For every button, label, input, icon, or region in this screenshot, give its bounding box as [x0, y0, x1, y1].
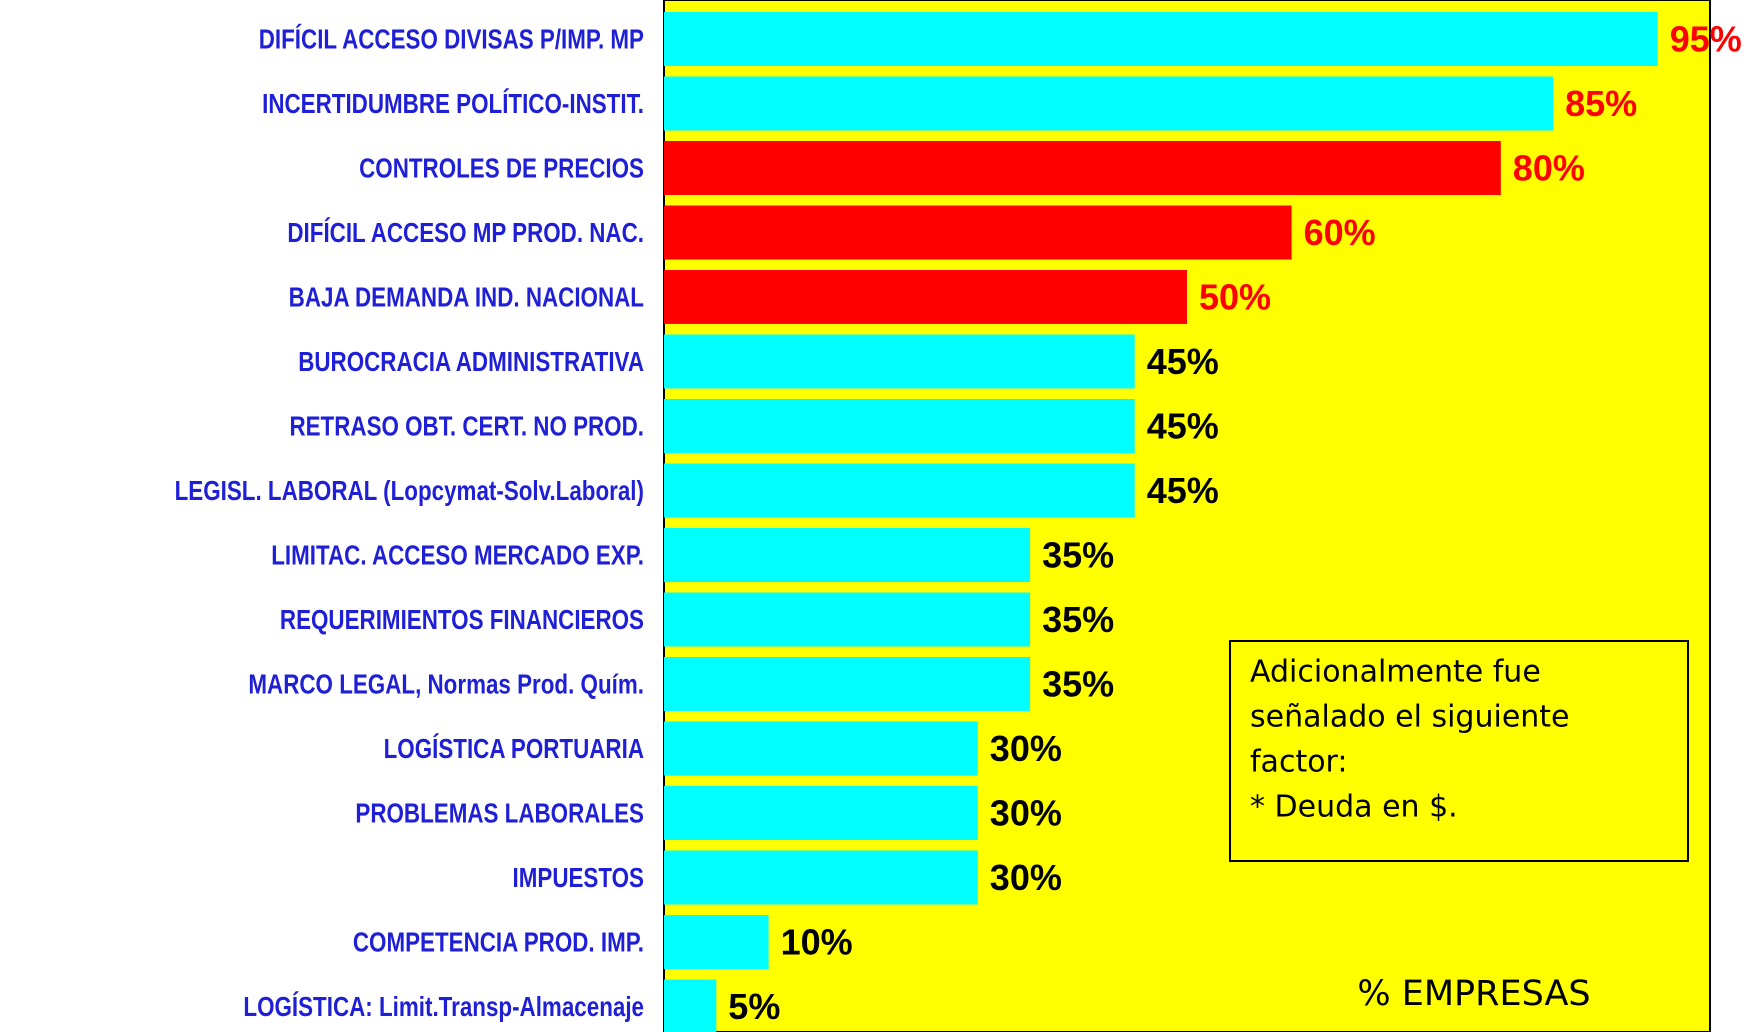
category-label: BAJA DEMANDA IND. NACIONAL	[289, 282, 644, 313]
value-label: 10%	[781, 922, 853, 963]
annotation-line: factor:	[1250, 745, 1347, 780]
bar	[664, 915, 769, 969]
value-label: 30%	[990, 728, 1062, 769]
bar	[664, 141, 1501, 195]
value-label: 60%	[1304, 212, 1376, 253]
bar	[664, 12, 1658, 66]
value-label: 95%	[1670, 19, 1742, 60]
category-label: DIFÍCIL ACCESO DIVISAS P/IMP. MP	[259, 23, 644, 55]
annotation-line: señalado el siguiente	[1250, 700, 1570, 735]
bar	[664, 399, 1135, 453]
annotation-line: * Deuda en $.	[1250, 790, 1458, 825]
category-label: MARCO LEGAL, Normas Prod. Quím.	[248, 669, 644, 700]
bar	[664, 270, 1187, 324]
value-label: 85%	[1565, 83, 1637, 124]
value-label: 35%	[1042, 535, 1114, 576]
value-label: 35%	[1042, 664, 1114, 705]
x-axis-label: % EMPRESAS	[1357, 974, 1590, 1014]
bar	[664, 979, 717, 1032]
category-label: DIFÍCIL ACCESO MP PROD. NAC.	[287, 217, 644, 249]
category-label: COMPETENCIA PROD. IMP.	[353, 927, 644, 958]
bar	[664, 76, 1554, 131]
bar	[664, 721, 978, 776]
value-label: 5%	[728, 986, 780, 1027]
category-label: LOGÍSTICA: Limit.Transp-Almacenaje	[243, 991, 644, 1023]
value-label: 30%	[990, 857, 1062, 898]
annotation-box	[1229, 640, 1689, 862]
category-label: RETRASO OBT. CERT. NO PROD.	[289, 411, 644, 442]
value-label: 45%	[1147, 341, 1219, 382]
bar	[664, 528, 1031, 582]
value-label: 45%	[1147, 470, 1219, 511]
value-label: 50%	[1199, 277, 1271, 318]
category-label: LIMITAC. ACCESO MERCADO EXP.	[271, 540, 644, 571]
bar	[664, 657, 1031, 711]
value-label: 45%	[1147, 406, 1219, 447]
bar	[664, 850, 978, 905]
bar	[664, 334, 1135, 389]
annotation-line: Adicionalmente fue	[1250, 655, 1541, 690]
category-label: REQUERIMIENTOS FINANCIEROS	[280, 605, 644, 636]
category-label: LEGISL. LABORAL (Lopcymat-Solv.Laboral)	[175, 476, 644, 507]
category-label: CONTROLES DE PRECIOS	[359, 153, 644, 184]
category-label: PROBLEMAS LABORALES	[355, 798, 644, 829]
category-label: LOGÍSTICA PORTUARIA	[384, 733, 644, 765]
bar	[664, 592, 1031, 647]
bar	[664, 786, 978, 840]
value-label: 80%	[1513, 148, 1585, 189]
value-label: 30%	[990, 793, 1062, 834]
bar	[664, 463, 1135, 518]
value-label: 35%	[1042, 599, 1114, 640]
category-label: INCERTIDUMBRE POLÍTICO-INSTIT.	[262, 88, 644, 120]
category-label: IMPUESTOS	[513, 863, 644, 894]
bar	[664, 205, 1292, 260]
category-label: BUROCRACIA ADMINISTRATIVA	[298, 347, 644, 378]
